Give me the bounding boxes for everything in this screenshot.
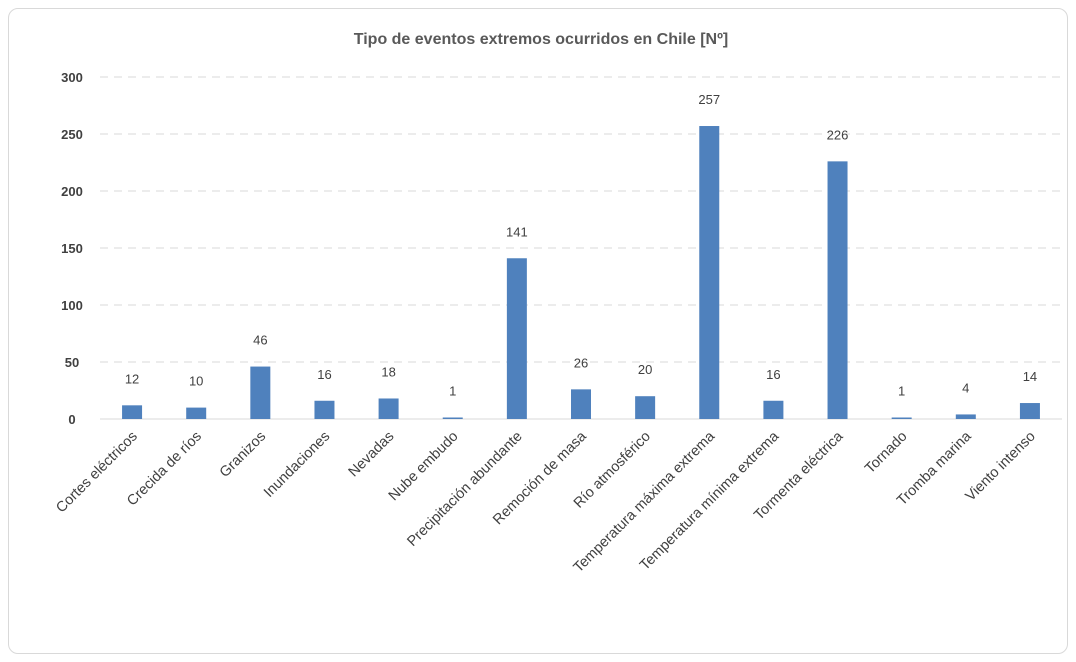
data-label: 14 xyxy=(1023,369,1037,384)
y-tick-label: 150 xyxy=(61,241,83,256)
x-tick-label: Precipitación abundante xyxy=(404,429,525,550)
data-label: 257 xyxy=(698,92,720,107)
data-label: 16 xyxy=(766,367,780,382)
y-tick-label: 0 xyxy=(68,412,75,427)
bar-layer xyxy=(122,126,1040,420)
x-tick-label: Nevadas xyxy=(346,429,398,481)
y-tick-label: 100 xyxy=(61,298,83,313)
bar xyxy=(571,389,591,419)
data-label: 141 xyxy=(506,224,528,239)
bar xyxy=(378,398,399,419)
data-label: 4 xyxy=(962,380,969,395)
bar xyxy=(250,366,271,419)
chart-frame xyxy=(8,8,1068,654)
bar xyxy=(1019,403,1040,419)
data-label: 12 xyxy=(125,371,139,386)
x-tick-label: Granizos xyxy=(217,429,269,481)
y-tick-label: 50 xyxy=(65,355,79,370)
data-label: 1 xyxy=(449,384,456,399)
bar xyxy=(955,414,976,419)
bar xyxy=(635,396,656,419)
chart-title: Tipo de eventos extremos ocurridos en Ch… xyxy=(354,31,729,48)
y-tick-label: 300 xyxy=(61,70,83,85)
bar xyxy=(699,126,720,420)
data-label: 18 xyxy=(381,364,395,379)
bar xyxy=(314,400,335,419)
x-tick-label: Temperatura mínima extrema xyxy=(637,428,783,574)
bar xyxy=(506,258,527,419)
y-tick-label: 200 xyxy=(61,184,83,199)
data-label: 20 xyxy=(638,362,652,377)
bar xyxy=(891,417,912,419)
y-tick-label: 250 xyxy=(61,127,83,142)
bar xyxy=(763,400,784,419)
bar xyxy=(827,161,848,420)
bar xyxy=(122,405,143,419)
data-label: 1 xyxy=(898,384,905,399)
data-label: 10 xyxy=(189,374,203,389)
x-tick-label: Inundaciones xyxy=(261,429,333,501)
bar xyxy=(186,407,207,419)
x-tick-label: Tornado xyxy=(862,429,910,477)
grid-layer: 0 50 100 150 200 250 300 xyxy=(61,70,1062,427)
data-label: 26 xyxy=(574,355,588,370)
data-label: 226 xyxy=(827,127,849,142)
data-label: 46 xyxy=(253,333,267,348)
data-label: 16 xyxy=(317,367,331,382)
x-tick-label: Cortes eléctricos xyxy=(53,429,141,517)
bar xyxy=(442,417,463,419)
